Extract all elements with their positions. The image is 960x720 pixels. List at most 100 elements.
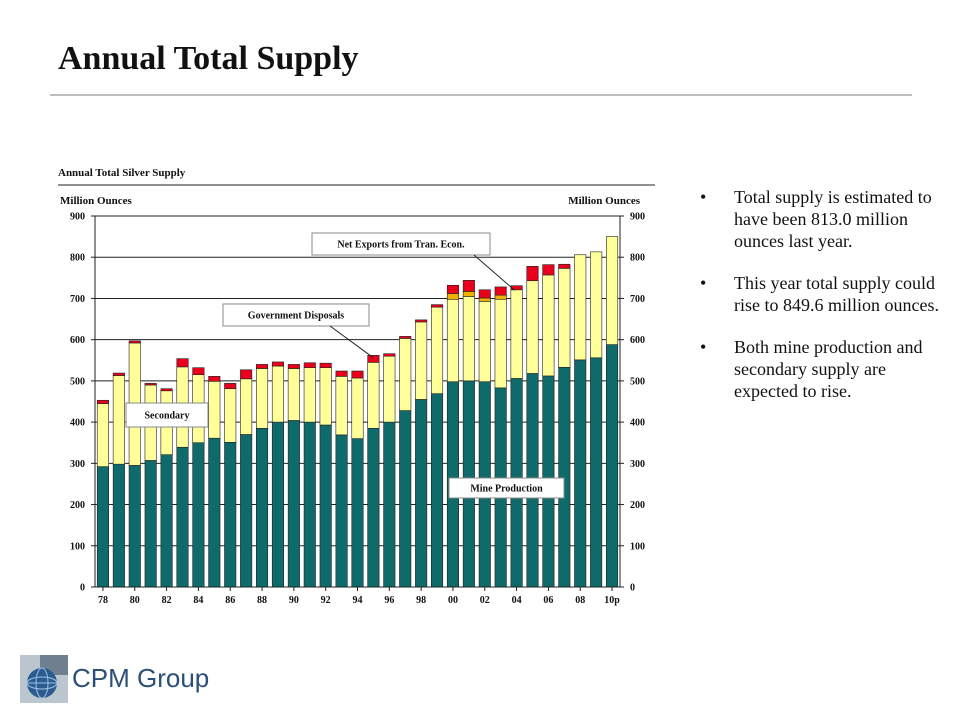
bar-segment-tran_econ (319, 362, 332, 368)
annotation-secondary-text: Secondary (145, 411, 190, 422)
bar-segment-tran_econ (224, 383, 237, 390)
bar-segment-secondary (240, 378, 253, 435)
annotation-government-box (222, 303, 370, 327)
bullet-dot: • (700, 187, 707, 207)
bar-segment-secondary (303, 367, 316, 423)
supply-chart: Annual Total Silver Supply Million Ounce… (58, 167, 655, 607)
y-tick-label-left: 500 (70, 376, 85, 387)
bar-segment-secondary (510, 289, 523, 379)
bar-segment-secondary (367, 362, 380, 429)
bullet-item: • Both mine production and secondary supp… (700, 336, 940, 402)
y-tick-label-left: 400 (70, 418, 85, 429)
bar-segment-tran_econ (431, 304, 444, 308)
y-tick-label-right: 400 (630, 418, 645, 429)
bullet-text: Both mine production and secondary suppl… (734, 337, 923, 401)
y-tick-label-left: 200 (70, 500, 85, 511)
bar-segment-tran_econ (256, 364, 269, 369)
y-tick-label-right: 200 (630, 500, 645, 511)
y-tick-label-right: 600 (630, 335, 645, 346)
bar-segment-tran_econ (303, 362, 316, 368)
bar-segment-mine (176, 446, 189, 588)
bar-segment-secondary (574, 254, 587, 361)
bar-segment-secondary (462, 296, 475, 382)
company-logo: CPM Group (20, 655, 240, 703)
annotation-tran-econ-box (311, 232, 491, 256)
bar-segment-tran_econ (415, 319, 428, 323)
bullet-item: • Total supply is estimated to have been … (700, 186, 940, 252)
bar-segment-secondary (431, 306, 444, 394)
bar-segment-mine (351, 438, 364, 588)
bar-segment-mine (431, 393, 444, 588)
bar-segment-secondary (287, 368, 300, 421)
bar-segment-mine (128, 465, 141, 588)
bar-segment-mine (192, 442, 205, 588)
bar-segment-secondary (478, 301, 491, 383)
bar-segment-secondary (224, 388, 237, 443)
y-tick-label-left: 900 (70, 212, 85, 223)
y-tick-label-right: 500 (630, 376, 645, 387)
chart-panel: Annual Total Silver Supply Million Ounce… (40, 160, 670, 620)
x-tick-label: 96 (384, 595, 394, 606)
bar-segment-tran_econ (542, 264, 555, 276)
page-title: Annual Total Supply (58, 40, 359, 77)
bar-segment-secondary (446, 298, 459, 383)
y-tick-label-left: 100 (70, 541, 85, 552)
bar-segment-tran_econ (144, 383, 157, 386)
title-divider (50, 94, 912, 96)
bar-segment-tran_econ (112, 372, 125, 376)
bar-segment-tran_econ (160, 388, 173, 392)
bar-segment-mine (319, 424, 332, 588)
x-tick-label: 90 (289, 595, 299, 606)
bar-segment-mine (287, 420, 300, 588)
y-tick-label-left: 300 (70, 459, 85, 470)
bar-segment-tran_econ (208, 376, 221, 382)
bar-segment-secondary (351, 377, 364, 439)
annotation-secondary-box (125, 402, 209, 428)
bar-segment-mine (256, 427, 269, 588)
bar-segment-tran_econ (351, 370, 364, 379)
logo-text: CPM Group (72, 663, 210, 693)
bar-segment-secondary (271, 365, 284, 423)
bar-segment-secondary (558, 268, 571, 368)
bar-segment-mine (415, 399, 428, 588)
bar-segment-secondary (399, 338, 412, 411)
x-tick-label: 84 (193, 595, 203, 606)
x-tick-label: 02 (480, 595, 490, 606)
bar-segment-secondary (542, 274, 555, 377)
y-tick-label-right: 700 (630, 294, 645, 305)
bar-segment-mine (144, 460, 157, 588)
x-tick-label: 00 (448, 595, 458, 606)
bar-segment-secondary (256, 368, 269, 429)
bar-segment-mine (558, 366, 571, 588)
bar-segment-secondary (96, 403, 109, 467)
bar-segment-tran_econ (271, 361, 284, 367)
bullet-list: • Total supply is estimated to have been … (700, 186, 940, 422)
bar-segment-secondary (494, 298, 507, 389)
bar-segment-tran_econ (240, 369, 253, 380)
bullet-text: Total supply is estimated to have been 8… (734, 187, 932, 251)
bar-segment-government (494, 294, 507, 300)
bar-segment-mine (271, 421, 284, 588)
y-tick-label-left: 0 (80, 583, 85, 594)
y-tick-label-right: 0 (630, 583, 635, 594)
bar-segment-mine (240, 434, 253, 588)
x-tick-label: 06 (543, 595, 553, 606)
bar-segment-secondary (208, 381, 221, 439)
annotation-mine: Mine Production (448, 477, 565, 499)
bar-segment-mine (160, 454, 173, 588)
annotation-secondary: Secondary (125, 402, 209, 428)
y-axis-label-right: Million Ounces (568, 195, 641, 207)
bar-segment-mine (606, 344, 619, 588)
bar-segment-secondary (383, 355, 396, 423)
bar-segment-tran_econ (526, 265, 539, 282)
bar-segment-mine (335, 434, 348, 588)
bar-segment-mine (96, 466, 109, 588)
x-tick-label: 04 (512, 595, 522, 606)
bar-segment-government (478, 297, 491, 302)
bar-segment-government (462, 291, 475, 297)
x-tick-label: 88 (257, 595, 267, 606)
bar-segment-mine (224, 442, 237, 588)
bar-segment-tran_econ (494, 286, 507, 296)
bar-segment-secondary (319, 367, 332, 426)
